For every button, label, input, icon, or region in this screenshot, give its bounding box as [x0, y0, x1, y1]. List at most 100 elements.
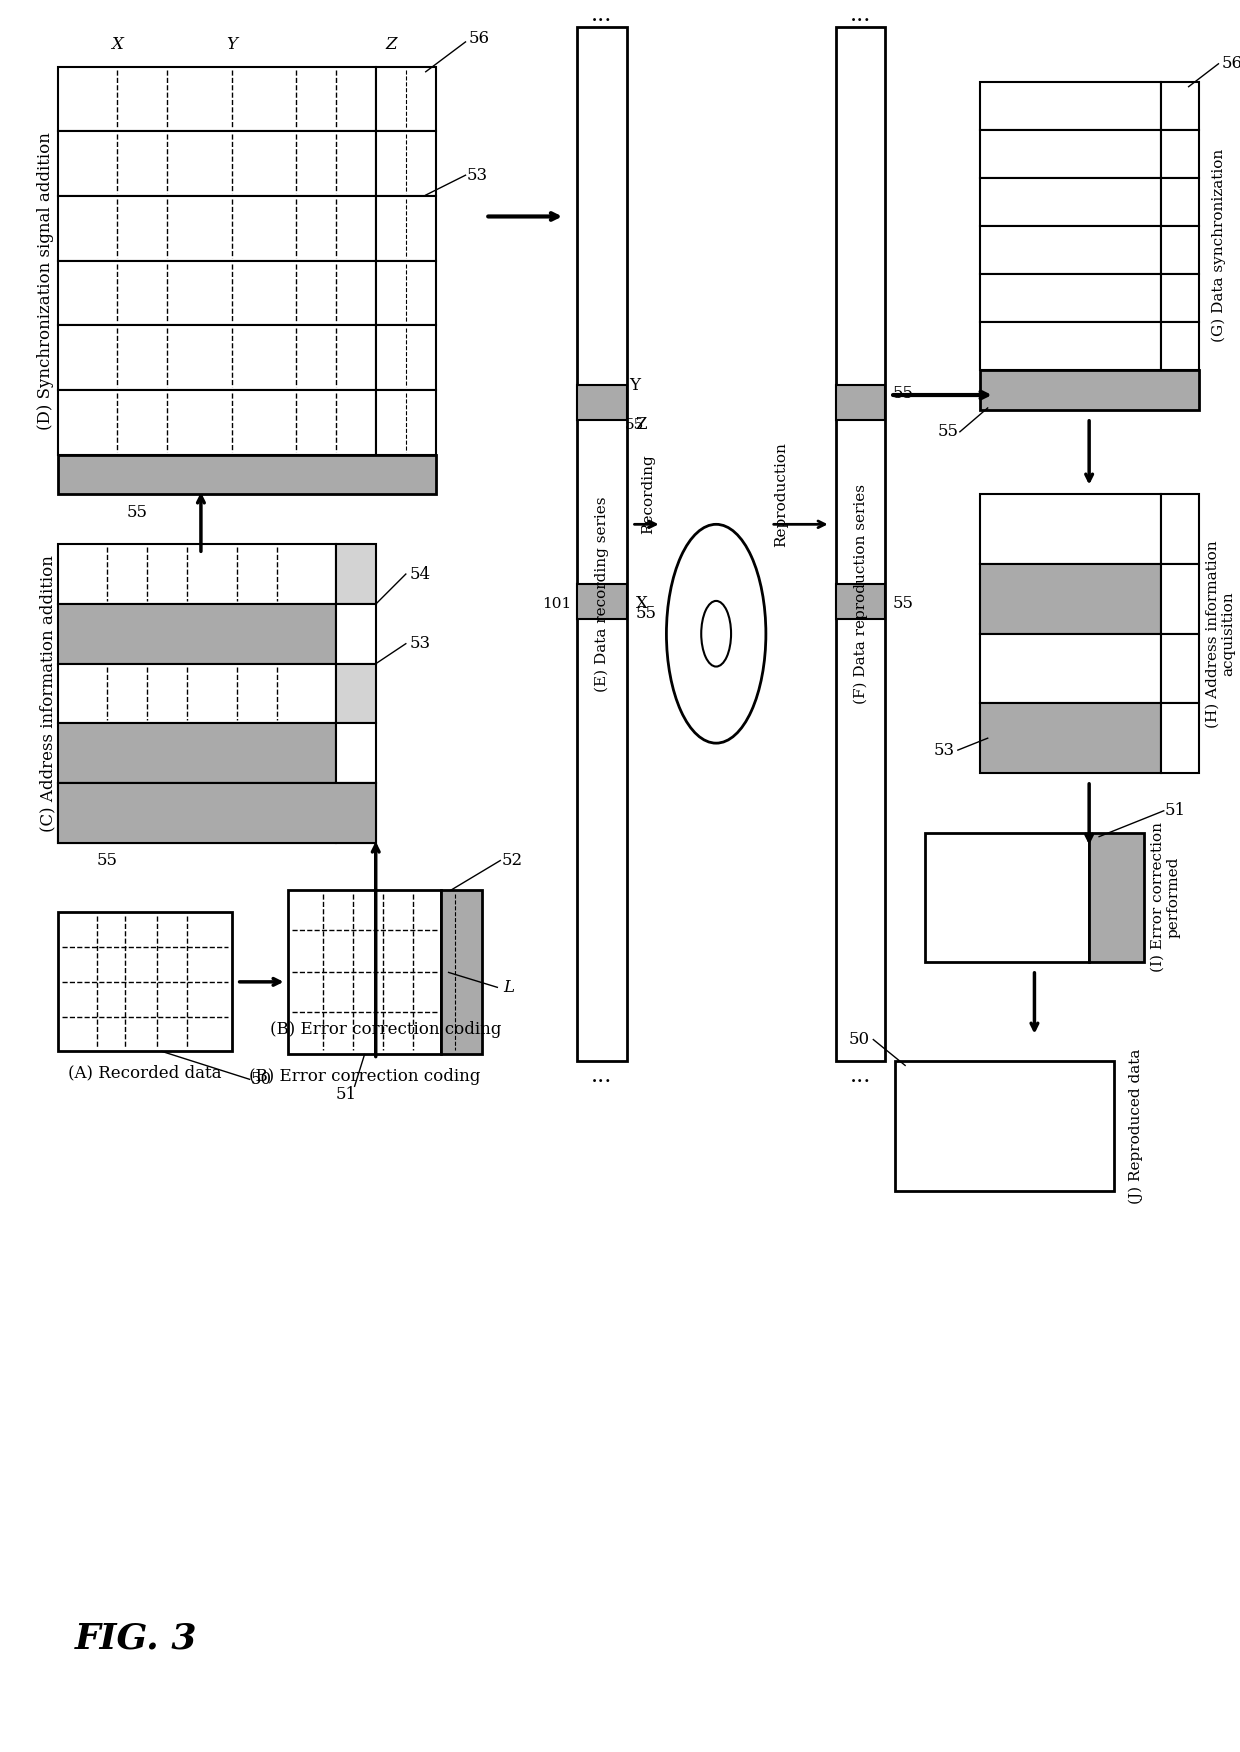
Bar: [836, 26, 885, 1062]
Bar: [58, 724, 336, 783]
Text: FIG. 3: FIG. 3: [74, 1621, 197, 1656]
Bar: [1161, 634, 1199, 703]
Bar: [980, 634, 1161, 703]
Text: X: X: [112, 37, 123, 53]
Bar: [376, 261, 435, 326]
Text: L: L: [502, 979, 513, 995]
Bar: [1161, 322, 1199, 370]
Bar: [980, 564, 1161, 634]
Bar: [58, 604, 336, 664]
Bar: [289, 890, 440, 1055]
Text: 55: 55: [937, 424, 959, 440]
Text: ...: ...: [849, 4, 870, 26]
Text: (B) Error correction coding: (B) Error correction coding: [249, 1069, 480, 1084]
Bar: [836, 583, 885, 618]
Bar: [1161, 179, 1199, 226]
Text: 50: 50: [250, 1070, 272, 1088]
Text: 55: 55: [97, 851, 118, 869]
Bar: [980, 130, 1161, 179]
Text: Recording: Recording: [641, 454, 656, 534]
Bar: [1161, 130, 1199, 179]
Bar: [1089, 832, 1143, 962]
Text: 53: 53: [409, 636, 430, 652]
Bar: [336, 604, 376, 664]
Text: 56: 56: [1221, 56, 1240, 72]
Text: (G) Data synchronization: (G) Data synchronization: [1211, 149, 1225, 342]
Bar: [980, 226, 1161, 273]
Text: (E) Data recording series: (E) Data recording series: [594, 496, 609, 692]
Text: 51: 51: [1166, 802, 1187, 820]
Bar: [376, 326, 435, 391]
Bar: [58, 196, 376, 261]
Bar: [336, 664, 376, 724]
Bar: [577, 583, 626, 618]
Bar: [1161, 226, 1199, 273]
Bar: [58, 783, 376, 843]
Bar: [376, 67, 435, 131]
Text: (A) Recorded data: (A) Recorded data: [68, 1065, 222, 1083]
Text: Z: Z: [386, 37, 397, 53]
Bar: [895, 1062, 1114, 1191]
Text: (B) Error correction coding: (B) Error correction coding: [270, 1021, 501, 1039]
Bar: [980, 273, 1161, 322]
Text: 55: 55: [636, 606, 657, 622]
Bar: [1161, 564, 1199, 634]
Bar: [577, 26, 626, 1062]
Bar: [58, 261, 376, 326]
Text: 50: 50: [849, 1032, 870, 1048]
Text: 52: 52: [502, 851, 523, 869]
Text: Reproduction: Reproduction: [774, 442, 787, 547]
Text: X: X: [636, 596, 647, 613]
Bar: [577, 385, 626, 420]
Bar: [836, 385, 885, 420]
Text: 56: 56: [469, 30, 490, 47]
Text: 55: 55: [893, 384, 914, 401]
Bar: [980, 494, 1161, 564]
Bar: [58, 326, 376, 391]
Text: (H) Address information
acquisition: (H) Address information acquisition: [1205, 540, 1235, 727]
Text: 55: 55: [893, 596, 914, 613]
Bar: [376, 196, 435, 261]
Text: 101: 101: [542, 597, 572, 611]
Bar: [336, 783, 376, 843]
Bar: [58, 545, 336, 604]
Bar: [980, 82, 1161, 130]
Bar: [376, 391, 435, 456]
Bar: [1161, 494, 1199, 564]
Text: 53: 53: [467, 166, 489, 184]
Bar: [980, 703, 1161, 773]
Bar: [1161, 82, 1199, 130]
Bar: [58, 391, 376, 456]
Text: ...: ...: [591, 4, 613, 26]
Text: 53: 53: [934, 741, 955, 759]
Text: Z: Z: [636, 417, 647, 433]
Text: (D) Synchronization signal addition: (D) Synchronization signal addition: [37, 131, 55, 429]
Bar: [925, 832, 1089, 962]
Bar: [58, 131, 376, 196]
Bar: [1161, 273, 1199, 322]
Text: 54: 54: [409, 566, 430, 583]
Bar: [58, 664, 336, 724]
Bar: [376, 131, 435, 196]
Text: (F) Data reproduction series: (F) Data reproduction series: [853, 484, 868, 704]
Text: ...: ...: [849, 1065, 870, 1088]
Text: 55: 55: [126, 505, 148, 520]
Bar: [440, 890, 482, 1055]
Bar: [1161, 703, 1199, 773]
Bar: [58, 456, 435, 494]
Bar: [980, 370, 1199, 410]
Text: 51: 51: [336, 1086, 357, 1102]
Bar: [58, 783, 336, 843]
Text: Y: Y: [226, 37, 237, 53]
Text: Y: Y: [629, 377, 640, 394]
Text: 55: 55: [625, 419, 645, 431]
Text: (J) Reproduced data: (J) Reproduced data: [1128, 1048, 1143, 1204]
Bar: [58, 913, 232, 1051]
Bar: [980, 322, 1161, 370]
Bar: [336, 724, 376, 783]
Text: (C) Address information addition: (C) Address information addition: [40, 555, 56, 832]
Text: (I) Error correction
performed: (I) Error correction performed: [1151, 822, 1180, 972]
Bar: [980, 179, 1161, 226]
Bar: [58, 67, 376, 131]
Bar: [336, 545, 376, 604]
